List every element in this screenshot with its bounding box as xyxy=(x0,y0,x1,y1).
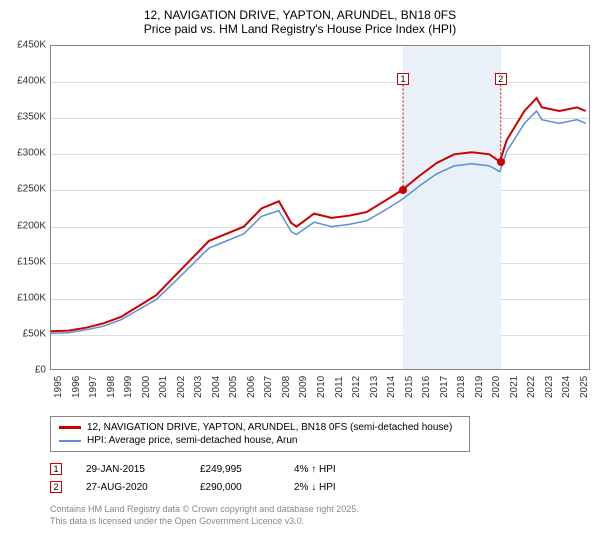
ytick-label: £300K xyxy=(2,148,46,159)
ytick-label: £250K xyxy=(2,184,46,195)
legend-row-property: 12, NAVIGATION DRIVE, YAPTON, ARUNDEL, B… xyxy=(59,421,461,434)
plot-area: 12 xyxy=(50,45,590,370)
ytick-label: £0 xyxy=(2,365,46,376)
title-line1: 12, NAVIGATION DRIVE, YAPTON, ARUNDEL, B… xyxy=(0,8,600,22)
xtick-label: 2024 xyxy=(561,376,572,398)
title-block: 12, NAVIGATION DRIVE, YAPTON, ARUNDEL, B… xyxy=(0,0,600,40)
xtick-label: 2010 xyxy=(316,376,327,398)
xtick-label: 2020 xyxy=(491,376,502,398)
xtick-label: 2011 xyxy=(334,376,345,398)
xtick-label: 2004 xyxy=(211,376,222,398)
chart-lines xyxy=(51,46,589,369)
legend-swatch-property xyxy=(59,426,81,429)
xtick-label: 2025 xyxy=(579,376,590,398)
ytick-label: £400K xyxy=(2,76,46,87)
xtick-label: 1998 xyxy=(106,376,117,398)
legend-label-hpi: HPI: Average price, semi-detached house,… xyxy=(87,435,298,446)
xtick-label: 2001 xyxy=(158,376,169,398)
xtick-label: 2015 xyxy=(404,376,415,398)
sales-marker-2: 2 xyxy=(50,481,62,493)
sale-point xyxy=(497,158,505,166)
sale-marker-box: 1 xyxy=(397,73,409,85)
sales-price-1: £249,995 xyxy=(200,464,270,475)
sale-marker-box: 2 xyxy=(495,73,507,85)
sales-price-2: £290,000 xyxy=(200,482,270,493)
xtick-label: 2013 xyxy=(369,376,380,398)
ytick-label: £100K xyxy=(2,292,46,303)
sales-pct-1: 4% ↑ HPI xyxy=(294,464,374,475)
sales-pct-2: 2% ↓ HPI xyxy=(294,482,374,493)
ytick-label: £450K xyxy=(2,40,46,51)
legend: 12, NAVIGATION DRIVE, YAPTON, ARUNDEL, B… xyxy=(50,416,470,452)
xtick-label: 2007 xyxy=(263,376,274,398)
xtick-label: 2009 xyxy=(298,376,309,398)
xtick-label: 1997 xyxy=(88,376,99,398)
ytick-label: £150K xyxy=(2,256,46,267)
xtick-label: 2021 xyxy=(509,376,520,398)
legend-swatch-hpi xyxy=(59,440,81,442)
xtick-label: 1995 xyxy=(53,376,64,398)
xtick-label: 2018 xyxy=(456,376,467,398)
sale-point xyxy=(399,186,407,194)
chart-area: 12 £0£50K£100K£150K£200K£250K£300K£350K£… xyxy=(0,40,600,410)
legend-label-property: 12, NAVIGATION DRIVE, YAPTON, ARUNDEL, B… xyxy=(87,422,452,433)
xtick-label: 1999 xyxy=(123,376,134,398)
footer-line1: Contains HM Land Registry data © Crown c… xyxy=(50,504,600,516)
xtick-label: 2008 xyxy=(281,376,292,398)
sales-date-1: 29-JAN-2015 xyxy=(86,464,176,475)
ytick-label: £50K xyxy=(2,328,46,339)
footer-line2: This data is licensed under the Open Gov… xyxy=(50,516,600,528)
xtick-label: 2006 xyxy=(246,376,257,398)
xtick-label: 2016 xyxy=(421,376,432,398)
xtick-label: 1996 xyxy=(71,376,82,398)
sales-table: 1 29-JAN-2015 £249,995 4% ↑ HPI 2 27-AUG… xyxy=(50,460,600,496)
xtick-label: 2022 xyxy=(526,376,537,398)
sales-row-1: 1 29-JAN-2015 £249,995 4% ↑ HPI xyxy=(50,460,600,478)
sales-row-2: 2 27-AUG-2020 £290,000 2% ↓ HPI xyxy=(50,478,600,496)
legend-row-hpi: HPI: Average price, semi-detached house,… xyxy=(59,434,461,447)
ytick-label: £200K xyxy=(2,220,46,231)
xtick-label: 2023 xyxy=(544,376,555,398)
title-line2: Price paid vs. HM Land Registry's House … xyxy=(0,22,600,36)
xtick-label: 2005 xyxy=(228,376,239,398)
xtick-label: 2017 xyxy=(439,376,450,398)
xtick-label: 2012 xyxy=(351,376,362,398)
xtick-label: 2000 xyxy=(141,376,152,398)
sales-marker-1: 1 xyxy=(50,463,62,475)
ytick-label: £350K xyxy=(2,112,46,123)
chart-container: 12, NAVIGATION DRIVE, YAPTON, ARUNDEL, B… xyxy=(0,0,600,560)
xtick-label: 2002 xyxy=(176,376,187,398)
sales-date-2: 27-AUG-2020 xyxy=(86,482,176,493)
xtick-label: 2014 xyxy=(386,376,397,398)
footer: Contains HM Land Registry data © Crown c… xyxy=(50,504,600,527)
xtick-label: 2019 xyxy=(474,376,485,398)
xtick-label: 2003 xyxy=(193,376,204,398)
